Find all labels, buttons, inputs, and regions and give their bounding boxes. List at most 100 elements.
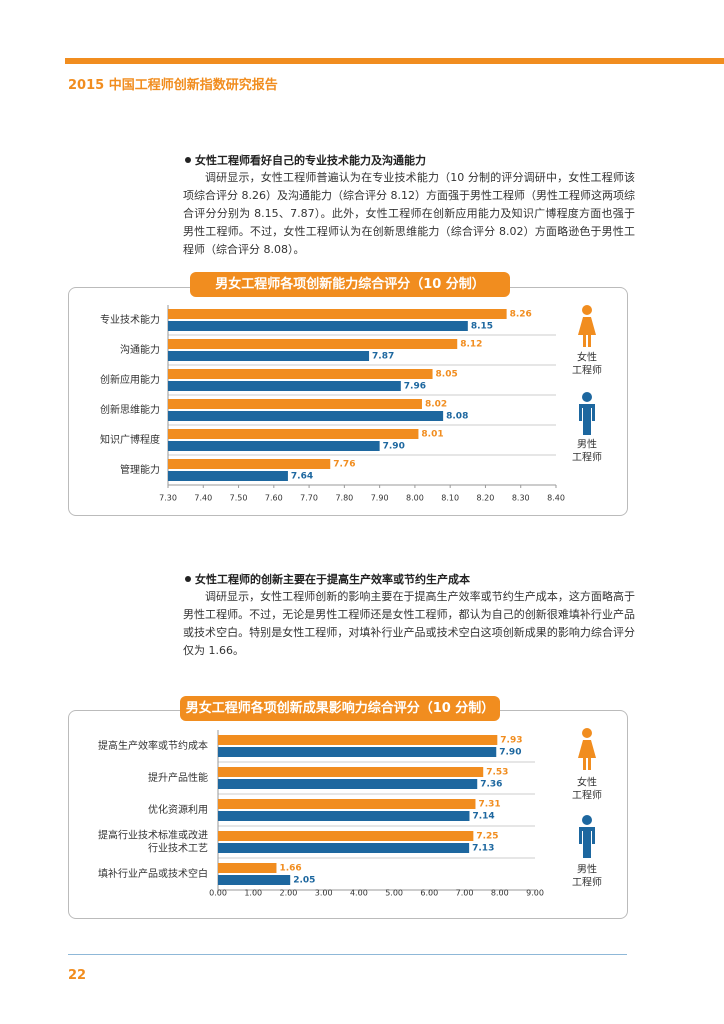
x-tick-label: 6.00 [420,889,438,898]
x-tick-label: 2.00 [280,889,298,898]
x-tick-label: 3.00 [315,889,333,898]
bar [218,747,497,757]
bullet [185,576,191,582]
bar [218,799,476,809]
section-paragraph: 调研显示，女性工程师创新的影响主要在于提高生产效率或节约生产成本，这方面略高于男… [183,590,635,657]
x-tick-label: 7.00 [456,889,474,898]
x-tick-label: 8.30 [512,494,530,503]
bar [168,441,380,451]
header-title: 2015 中国工程师创新指数研究报告 [68,78,278,93]
bar [218,843,470,853]
value-label: 7.53 [486,768,508,778]
x-tick-label: 9.00 [526,889,544,898]
category-label: 知识广博程度 [100,433,160,446]
bar [168,369,433,379]
value-label: 7.76 [333,460,355,470]
bar [218,767,484,777]
category-label: 提高生产效率或节约成本 [98,739,208,752]
legend-icon [578,317,596,347]
chart-title: 男女工程师各项创新成果影响力综合评分（10 分制） [180,696,500,721]
x-tick-label: 8.40 [547,494,565,503]
bar [168,351,370,361]
bar [218,831,474,841]
value-label: 8.26 [510,310,532,320]
value-label: 7.87 [372,352,394,362]
value-label: 8.02 [425,400,447,410]
value-label: 7.90 [383,442,405,452]
category-label: 提高行业技术标准或改进行业技术工艺 [98,829,208,855]
value-label: 8.05 [436,370,458,380]
bar [168,429,419,439]
legend-icon [582,815,592,825]
value-label: 8.12 [460,340,482,350]
legend-label: 男性工程师 [572,438,602,464]
legend-icon [578,740,596,770]
value-label: 7.36 [480,780,502,790]
value-label: 1.66 [279,864,301,874]
category-label: 填补行业产品或技术空白 [98,867,208,880]
footer-line [68,954,627,955]
category-label: 沟通能力 [120,343,160,356]
x-tick-label: 0.00 [209,889,227,898]
bar [168,339,458,349]
section-paragraph: 调研显示，女性工程师普遍认为在专业技术能力（10 分制的评分调研中，女性工程师该… [183,171,635,256]
value-label: 7.13 [472,844,494,854]
bar [218,779,478,789]
bar [168,321,468,331]
bar [218,735,498,745]
value-label: 7.93 [500,736,522,746]
x-tick-label: 7.40 [194,494,212,503]
bar [168,459,331,469]
value-label: 2.05 [293,876,315,886]
value-label: 7.96 [404,382,426,392]
bar [218,811,470,821]
value-label: 8.15 [471,322,493,332]
bar [168,471,288,481]
page-number: 22 [68,968,87,983]
legend-icon [582,392,592,402]
x-tick-label: 7.60 [265,494,283,503]
category-label: 创新思维能力 [100,403,160,416]
category-label: 管理能力 [120,463,160,476]
bar [168,411,444,421]
legend-icon [582,305,592,315]
x-tick-label: 7.90 [371,494,389,503]
legend-icon [579,404,595,435]
category-label: 提升产品性能 [148,771,208,784]
bar [168,381,401,391]
legend-label: 女性工程师 [572,351,602,377]
legend-icon [579,827,595,858]
legend-label: 男性工程师 [572,863,602,889]
section-heading: 女性工程师看好自己的专业技术能力及沟通能力 [195,154,426,167]
bar [168,309,507,319]
bullet [185,157,191,163]
category-label: 专业技术能力 [100,313,160,326]
category-label: 优化资源利用 [148,803,208,816]
bar [218,863,277,873]
value-label: 7.90 [499,748,521,758]
x-tick-label: 8.20 [477,494,495,503]
x-tick-label: 7.80 [335,494,353,503]
x-tick-label: 8.00 [406,494,424,503]
x-tick-label: 7.50 [230,494,248,503]
chart-title: 男女工程师各项创新能力综合评分（10 分制） [190,272,510,297]
x-tick-label: 7.70 [300,494,318,503]
category-label: 创新应用能力 [100,373,160,386]
x-tick-label: 5.00 [385,889,403,898]
value-label: 8.01 [421,430,443,440]
x-tick-label: 4.00 [350,889,368,898]
header-bar [65,58,724,64]
chart: 0.00 1.00 2.00 3.00 4.00 5.00 6.00 7.00 8.00 9.00… [98,728,602,898]
x-tick-label: 7.30 [159,494,177,503]
value-label: 7.31 [478,800,500,810]
bar [218,875,291,885]
value-label: 7.25 [476,832,498,842]
x-tick-label: 1.00 [244,889,262,898]
x-tick-label: 8.00 [491,889,509,898]
value-label: 7.64 [291,472,313,482]
legend-icon [582,728,592,738]
chart: 7.30 7.40 7.50 7.60 7.70 7.80 7.90 8.00 8.10 8.20… [100,305,602,503]
x-tick-label: 8.10 [441,494,459,503]
value-label: 7.14 [472,812,494,822]
